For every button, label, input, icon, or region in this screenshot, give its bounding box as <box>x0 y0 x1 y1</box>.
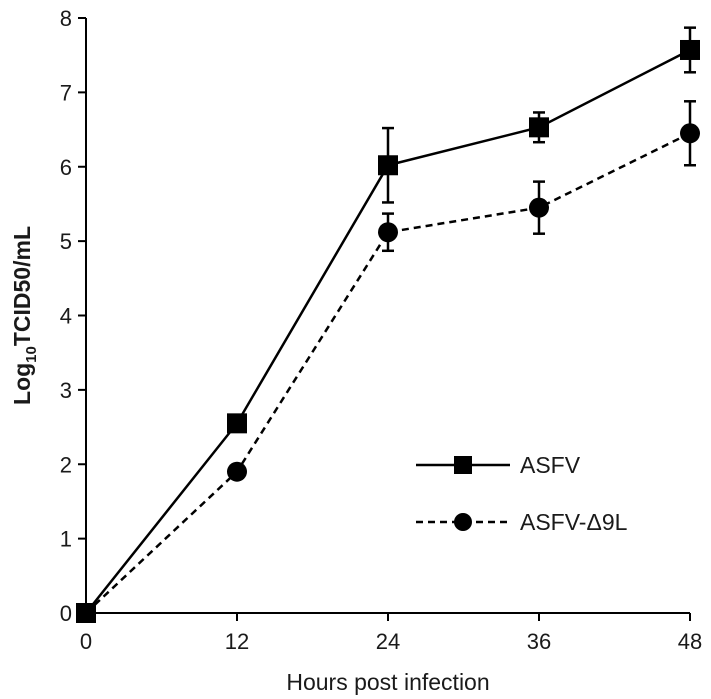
series-line <box>85 132 691 614</box>
x-ticks: 0 12 24 36 48 <box>80 613 702 654</box>
y-ticks: 0 1 2 3 4 5 6 7 8 <box>60 6 86 626</box>
series-2 <box>76 100 700 623</box>
x-tick-label: 0 <box>80 629 92 654</box>
y-tick-label: 8 <box>60 6 72 31</box>
legend-label: ASFV <box>520 452 581 478</box>
legend-label: ASFV-Δ9L <box>520 509 628 535</box>
x-tick-label: 24 <box>376 629 400 654</box>
y-axis-title-subscript: 10 <box>23 346 40 363</box>
data-point-circle <box>378 222 398 243</box>
x-tick-label: 48 <box>678 629 702 654</box>
y-tick-label: 4 <box>60 304 72 329</box>
x-tick-label: 36 <box>527 629 551 654</box>
data-point-circle <box>529 197 549 218</box>
data-point-square <box>680 39 700 60</box>
data-point-circle <box>454 513 472 531</box>
y-tick-label: 1 <box>60 527 72 552</box>
y-axis-title-prefix: Log <box>9 363 35 405</box>
y-tick-label: 7 <box>60 80 72 105</box>
y-tick-label: 3 <box>60 378 72 403</box>
y-tick-label: 5 <box>60 229 72 254</box>
data-point-circle <box>76 603 96 623</box>
x-axis-title: Hours post infection <box>286 669 489 695</box>
y-axis-title: Log10TCID50/mL <box>9 226 40 405</box>
legend: ASFV ASFV-Δ9L <box>416 452 628 535</box>
data-point-square <box>529 117 549 138</box>
data-point-square <box>227 413 247 434</box>
y-tick-label: 2 <box>60 452 72 477</box>
data-point-circle <box>680 123 700 144</box>
plot-area <box>76 26 700 623</box>
legend-item-1: ASFV <box>416 452 581 478</box>
x-tick-label: 12 <box>225 629 249 654</box>
data-point-circle <box>227 461 247 482</box>
legend-item-2: ASFV-Δ9L <box>416 509 628 535</box>
y-axis-title-suffix: TCID50/mL <box>9 226 35 346</box>
data-point-square <box>378 155 398 176</box>
y-tick-label: 6 <box>60 155 72 180</box>
data-point-square <box>454 456 472 474</box>
y-tick-label: 0 <box>60 601 72 626</box>
